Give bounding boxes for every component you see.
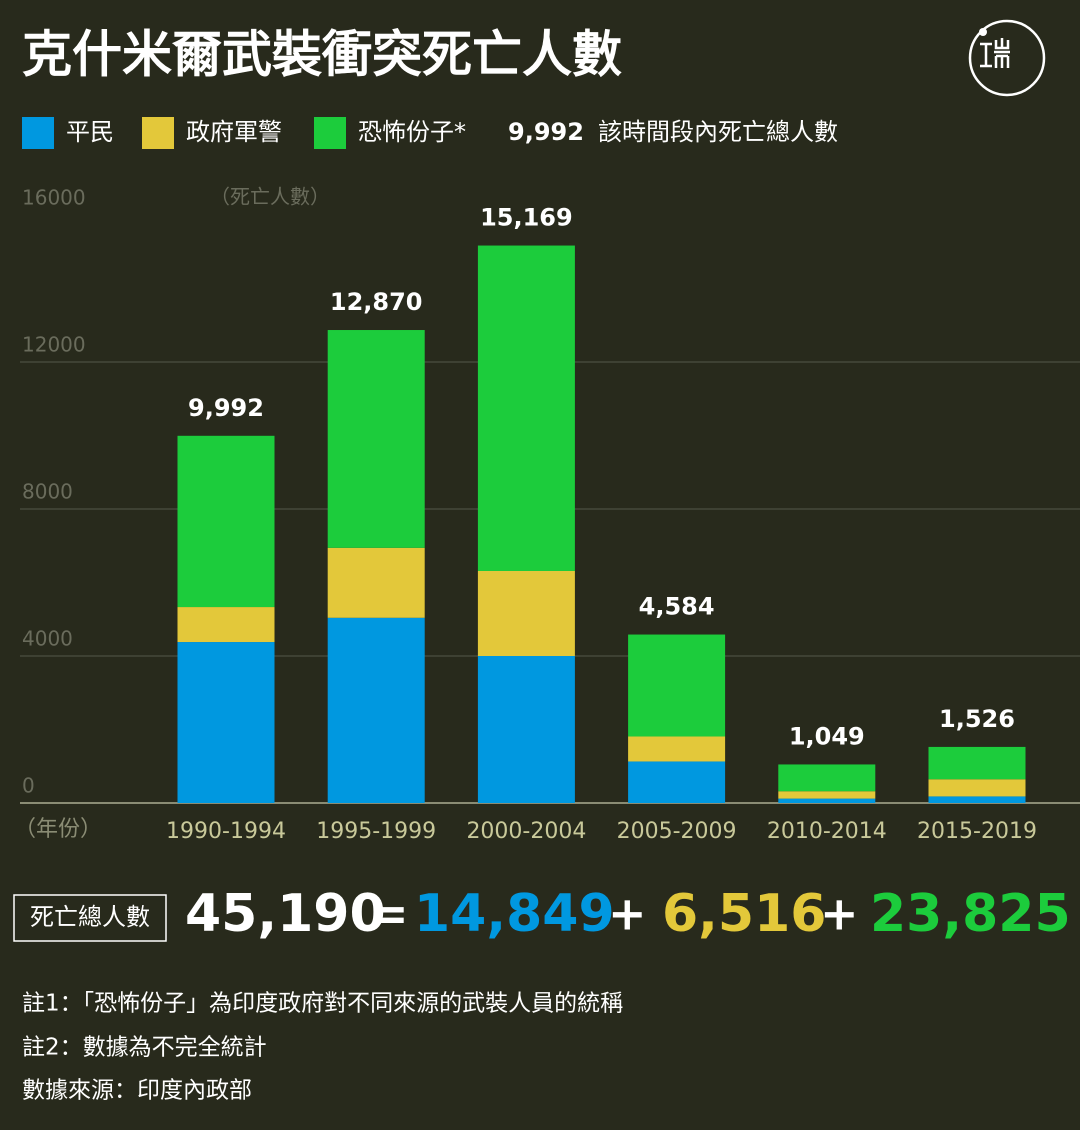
summary-forces: 6,516 bbox=[662, 884, 826, 944]
x-axis-label: （年份） bbox=[14, 817, 102, 842]
bar-segment bbox=[778, 798, 876, 803]
summary-total: 45,190 bbox=[185, 884, 386, 944]
logo bbox=[968, 19, 1046, 97]
note: 註1：「恐怖份子」為印度政府對不同來源的武裝人員的統稱 bbox=[22, 991, 623, 1017]
legend-label: 政府軍警 bbox=[186, 118, 282, 146]
summary-civilians: 14,849 bbox=[414, 884, 615, 944]
summary-militants: 23,825 bbox=[870, 884, 1071, 944]
total-label: 12,870 bbox=[330, 288, 423, 316]
bar-segment bbox=[778, 791, 876, 799]
y-tick-label: 12000 bbox=[22, 333, 86, 357]
bar-segment bbox=[928, 746, 1026, 780]
note: 數據來源：印度內政部 bbox=[22, 1078, 252, 1104]
summary-box bbox=[13, 894, 167, 942]
total-label: 1,526 bbox=[939, 705, 1015, 733]
bar-segment bbox=[477, 245, 575, 571]
legend-total-example: 9,992 bbox=[508, 118, 584, 146]
total-label: 9,992 bbox=[188, 394, 264, 422]
bar-segment bbox=[778, 764, 876, 792]
y-tick-label: 16000 bbox=[22, 186, 86, 210]
y-tick-label: 8000 bbox=[22, 480, 73, 504]
bar-segment bbox=[477, 656, 575, 803]
summary-operator: + bbox=[608, 887, 647, 941]
x-tick-label: 2005-2009 bbox=[617, 819, 737, 844]
x-tick-label: 2000-2004 bbox=[466, 819, 586, 844]
y-tick-label: 0 bbox=[22, 774, 35, 798]
bar-segment bbox=[928, 779, 1026, 797]
total-label: 15,169 bbox=[480, 204, 573, 232]
total-label: 1,049 bbox=[789, 722, 865, 750]
summary-label: 死亡總人數 bbox=[30, 903, 150, 931]
legend-label: 平民 bbox=[66, 118, 114, 146]
bar-segment bbox=[327, 617, 425, 803]
x-tick-label: 1995-1999 bbox=[316, 819, 436, 844]
y-tick-label: 4000 bbox=[22, 627, 73, 651]
y-axis-label: （死亡人數） bbox=[210, 185, 330, 209]
x-tick-label: 2015-2019 bbox=[917, 819, 1037, 844]
bar-segment bbox=[327, 330, 425, 548]
summary-operator: = bbox=[370, 887, 409, 941]
summary-operator: + bbox=[820, 887, 859, 941]
x-tick-label: 2010-2014 bbox=[767, 819, 887, 844]
bar-segment bbox=[177, 642, 275, 803]
bar-segment bbox=[628, 736, 726, 762]
bar-segment bbox=[177, 435, 275, 608]
bar-segment bbox=[477, 570, 575, 656]
x-tick-label: 1990-1994 bbox=[166, 819, 286, 844]
legend-swatch bbox=[22, 117, 54, 149]
total-label: 4,584 bbox=[639, 593, 715, 621]
legend-swatch bbox=[142, 117, 174, 149]
chart-title: 克什米爾武裝衝突死亡人數 bbox=[22, 26, 622, 84]
legend-swatch bbox=[314, 117, 346, 149]
legend-total-label: 該時間段內死亡總人數 bbox=[598, 118, 838, 146]
bar-segment bbox=[177, 607, 275, 643]
legend-label: 恐怖份子* bbox=[358, 118, 466, 146]
note: 註2：數據為不完全統計 bbox=[22, 1035, 267, 1061]
bar-segment bbox=[327, 547, 425, 618]
bar-segment bbox=[628, 634, 726, 737]
bar-segment bbox=[628, 761, 726, 803]
bar-segment bbox=[928, 796, 1026, 803]
